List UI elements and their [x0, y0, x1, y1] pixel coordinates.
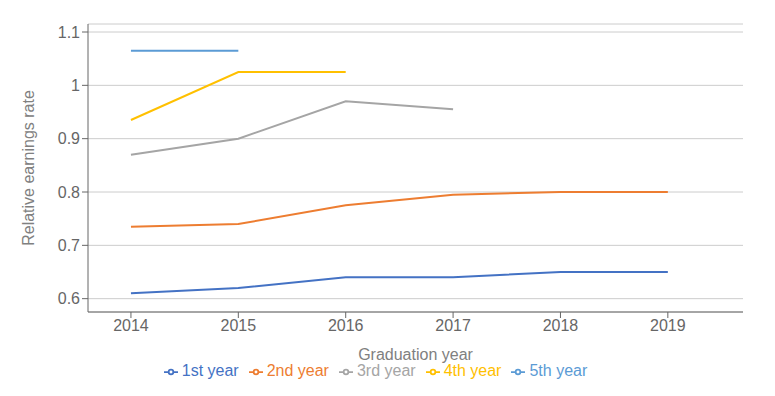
html-text:4th year: 4th year [443, 362, 502, 379]
svg-text:2015: 2015 [221, 317, 257, 334]
html-text:2nd year: 2nd year [266, 362, 329, 379]
svg-text:2016: 2016 [328, 317, 364, 334]
svg-text:2018: 2018 [543, 317, 579, 334]
svg-text:1: 1 [71, 77, 80, 94]
svg-text:Relative earnings rate: Relative earnings rate [20, 90, 37, 246]
html-text:1st year: 1st year [181, 362, 239, 379]
svg-text:2014: 2014 [113, 317, 149, 334]
svg-text:Graduation year: Graduation year [358, 346, 473, 363]
svg-text:2017: 2017 [435, 317, 471, 334]
html-text:5th year: 5th year [529, 362, 588, 379]
svg-text:0.8: 0.8 [58, 184, 80, 201]
svg-text:0.7: 0.7 [58, 237, 80, 254]
svg-text:2019: 2019 [650, 317, 686, 334]
html-text:3rd year: 3rd year [356, 362, 416, 379]
svg-text:0.9: 0.9 [58, 130, 80, 147]
svg-text:0.6: 0.6 [58, 290, 80, 307]
svg-text:1.1: 1.1 [58, 24, 80, 41]
